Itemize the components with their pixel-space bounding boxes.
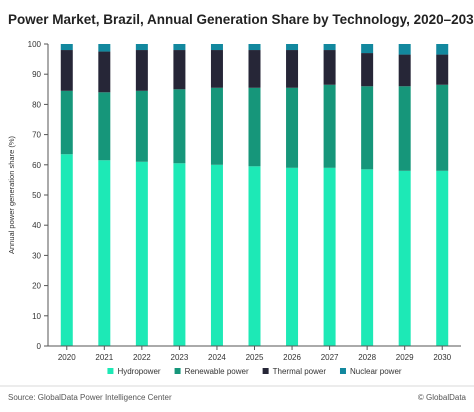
bar-segment-hydropower — [173, 163, 186, 346]
bar-segment-thermal-power — [436, 54, 449, 85]
bar-segment-thermal-power — [210, 50, 223, 88]
x-tick-label: 2021 — [95, 353, 113, 362]
legend-label-renewable-power: Renewable power — [185, 367, 249, 376]
bar-segment-thermal-power — [398, 54, 411, 87]
bar-segment-hydropower — [361, 169, 374, 346]
x-tick-label: 2023 — [171, 353, 189, 362]
bar-segment-thermal-power — [98, 51, 111, 93]
bar-segment-nuclear-power — [286, 44, 299, 51]
legend-label-thermal-power: Thermal power — [273, 367, 327, 376]
y-tick-label: 20 — [32, 282, 41, 291]
bar-segment-thermal-power — [173, 50, 186, 90]
x-tick-label: 2024 — [208, 353, 226, 362]
bar-segment-renewable-power — [361, 86, 374, 170]
bar-segment-hydropower — [135, 161, 148, 346]
bar-segment-renewable-power — [248, 87, 261, 167]
x-tick-label: 2030 — [433, 353, 451, 362]
bar-segment-nuclear-power — [398, 44, 411, 55]
bar-segment-renewable-power — [323, 84, 336, 168]
bar-segment-nuclear-power — [60, 44, 73, 51]
bar-segment-thermal-power — [323, 50, 336, 85]
bar-segment-nuclear-power — [135, 44, 148, 51]
bar-segment-renewable-power — [173, 89, 186, 164]
bar-segment-nuclear-power — [361, 44, 374, 54]
bar-segment-renewable-power — [60, 90, 73, 155]
bar-segment-hydropower — [248, 166, 261, 346]
x-tick-label: 2020 — [58, 353, 76, 362]
y-tick-label: 50 — [32, 191, 41, 200]
x-tick-label: 2029 — [396, 353, 414, 362]
bar-segment-hydropower — [323, 167, 336, 346]
y-tick-label: 40 — [32, 221, 41, 230]
bar-segment-nuclear-power — [323, 44, 336, 51]
bar-segment-renewable-power — [398, 86, 411, 171]
y-tick-label: 90 — [32, 70, 41, 79]
bar-segment-hydropower — [436, 170, 449, 346]
legend-swatch-hydropower — [107, 368, 114, 374]
y-tick-label: 80 — [32, 100, 41, 109]
bar-segment-nuclear-power — [98, 44, 111, 52]
bar-segment-thermal-power — [286, 50, 299, 88]
x-tick-label: 2028 — [358, 353, 376, 362]
y-axis-label: Annual power generation share (%) — [7, 136, 16, 254]
bar-segment-hydropower — [60, 154, 73, 346]
bar-segment-nuclear-power — [248, 44, 261, 51]
chart-title: Power Market, Brazil, Annual Generation … — [8, 12, 474, 27]
bar-segment-nuclear-power — [173, 44, 186, 51]
y-tick-label: 70 — [32, 131, 41, 140]
bar-segment-nuclear-power — [210, 44, 223, 51]
y-tick-label: 60 — [32, 161, 41, 170]
source-note: Source: GlobalData Power Intelligence Ce… — [8, 393, 172, 402]
legend-swatch-nuclear-power — [339, 368, 346, 374]
y-tick-label: 100 — [28, 40, 42, 49]
x-tick-label: 2027 — [321, 353, 339, 362]
bar-segment-hydropower — [98, 160, 111, 346]
bar-segment-hydropower — [286, 167, 299, 346]
legend-label-nuclear-power: Nuclear power — [350, 367, 402, 376]
bar-segment-renewable-power — [436, 84, 449, 171]
y-tick-label: 0 — [37, 342, 42, 351]
x-tick-label: 2025 — [246, 353, 264, 362]
legend-label-hydropower: Hydropower — [117, 367, 160, 376]
bar-segment-hydropower — [210, 164, 223, 346]
bar-segment-thermal-power — [60, 50, 73, 91]
y-tick-label: 30 — [32, 251, 41, 260]
legend-swatch-thermal-power — [262, 368, 269, 374]
bar-segment-renewable-power — [210, 87, 223, 165]
y-tick-label: 10 — [32, 312, 41, 321]
legend-swatch-renewable-power — [174, 368, 181, 374]
x-tick-label: 2026 — [283, 353, 301, 362]
copyright-note: © GlobalData — [418, 393, 467, 402]
bar-segment-thermal-power — [361, 53, 374, 87]
bar-segment-renewable-power — [98, 92, 111, 161]
bar-segment-thermal-power — [135, 50, 148, 91]
bar-segment-hydropower — [398, 170, 411, 346]
bar-segment-renewable-power — [135, 90, 148, 162]
bar-segment-thermal-power — [248, 50, 261, 88]
legend: Hydropower Renewable power Thermal power Nu… — [107, 367, 402, 376]
bar-segment-renewable-power — [286, 87, 299, 168]
bar-segment-nuclear-power — [436, 44, 449, 55]
x-tick-label: 2022 — [133, 353, 151, 362]
